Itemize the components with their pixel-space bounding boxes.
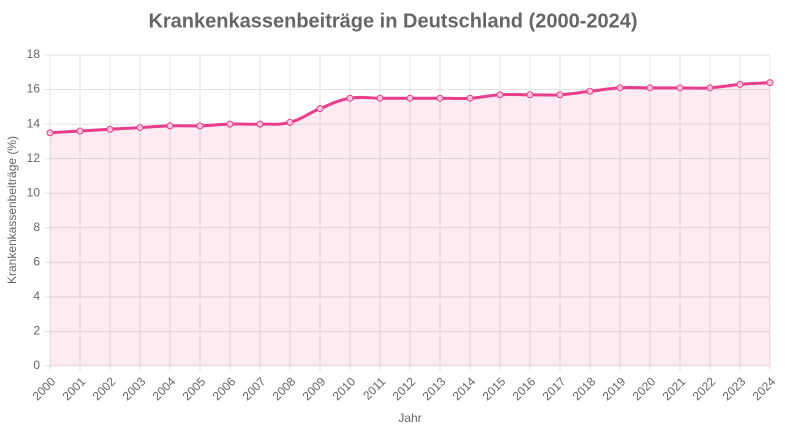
point [766,79,774,87]
point [166,122,174,130]
y-tick-label: 18 [27,47,41,61]
x-tick-label: 2010 [330,374,359,403]
point [76,127,84,135]
point [226,120,234,128]
point [136,124,144,132]
y-tick-label: 0 [33,358,40,372]
x-tick-label: 2023 [720,374,749,403]
x-tick-label: 2000 [30,374,59,403]
point [106,125,114,133]
chart-title: Krankenkassenbeiträge in Deutschland (20… [148,10,637,32]
y-tick-label: 12 [27,151,41,165]
point [376,94,384,102]
y-tick-label: 14 [27,116,41,130]
x-tick-label: 2008 [270,374,299,403]
y-tick-label: 8 [33,220,40,234]
point [706,84,714,92]
y-tick-label: 4 [33,289,40,303]
point [496,91,504,99]
point [286,118,294,126]
point [346,94,354,102]
point [466,94,474,102]
x-tick-label: 2002 [90,374,119,403]
x-tick-label: 2003 [120,374,149,403]
y-tick-label: 6 [33,255,40,269]
point [556,91,564,99]
point [616,84,624,92]
x-tick-label: 2006 [210,374,239,403]
x-tick-label: 2014 [450,374,479,403]
y-tick-label: 10 [27,185,41,199]
x-axis-label: Jahr [398,411,421,425]
point [256,120,264,128]
x-tick-label: 2021 [660,374,689,403]
x-tick-label: 2013 [420,374,449,403]
point [676,84,684,92]
area [50,82,770,367]
point [196,122,204,130]
point [736,80,744,88]
x-tick-label: 2018 [570,374,599,403]
point [316,105,324,113]
x-tick-label: 2012 [390,374,419,403]
y-tick-label: 16 [27,82,41,96]
point [406,94,414,102]
point [586,87,594,95]
x-tick-label: 2024 [750,374,779,403]
point [46,129,54,137]
y-tick-label: 2 [33,324,40,338]
x-tick-label: 2020 [630,374,659,403]
x-tick-label: 2015 [480,374,509,403]
x-tick-label: 2005 [180,374,209,403]
x-tick-label: 2016 [510,374,539,403]
point [526,91,534,99]
point [646,84,654,92]
x-tick-label: 2017 [540,374,569,403]
point [436,94,444,102]
x-tick-label: 2022 [690,374,719,403]
y-axis-label: Krankenkassenbeiträge (%) [5,136,19,284]
x-tick-label: 2001 [60,374,89,403]
x-tick-label: 2004 [150,374,179,403]
x-tick-label: 2009 [300,374,329,403]
x-tick-label: 2007 [240,374,269,403]
x-tick-label: 2019 [600,374,629,403]
x-tick-label: 2011 [360,374,388,402]
